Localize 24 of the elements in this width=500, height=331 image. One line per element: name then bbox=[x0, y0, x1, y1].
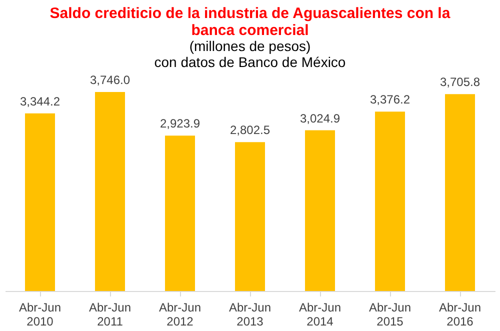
data-label: 3,376.2 bbox=[370, 92, 410, 107]
data-label: 3,746.0 bbox=[90, 73, 130, 87]
bar bbox=[165, 136, 195, 291]
x-tick-label: Abr-Jun 2011 bbox=[88, 300, 132, 328]
bar bbox=[235, 142, 265, 291]
chart-title: Saldo crediticio de la industria de Aguascalientes con la banca comercial bbox=[50, 5, 451, 39]
data-label: 3,344.2 bbox=[20, 94, 60, 108]
bar bbox=[375, 112, 405, 291]
x-tick-label: Abr-Jun 2013 bbox=[228, 300, 272, 328]
bar bbox=[305, 130, 335, 291]
x-tick-label: Abr-Jun 2012 bbox=[158, 300, 202, 328]
text: con datos de Banco de México bbox=[154, 54, 346, 70]
data-label: 3,705.8 bbox=[440, 75, 480, 90]
chart-subtitle: (millones de pesos) bbox=[189, 38, 311, 54]
x-tick-label: Abr-Jun 2014 bbox=[298, 300, 342, 328]
x-tick-label: Abr-Jun 2016 bbox=[438, 300, 482, 328]
x-tick-label: Abr-Jun 2015 bbox=[368, 300, 412, 328]
x-tick-label: Abr-Jun 2010 bbox=[18, 300, 62, 328]
data-label: 2,923.9 bbox=[160, 116, 200, 131]
bar bbox=[25, 113, 55, 291]
bar bbox=[445, 94, 475, 291]
bar bbox=[95, 92, 125, 291]
data-label: 2,802.5 bbox=[230, 123, 270, 138]
data-label: 3,024.9 bbox=[300, 111, 340, 126]
